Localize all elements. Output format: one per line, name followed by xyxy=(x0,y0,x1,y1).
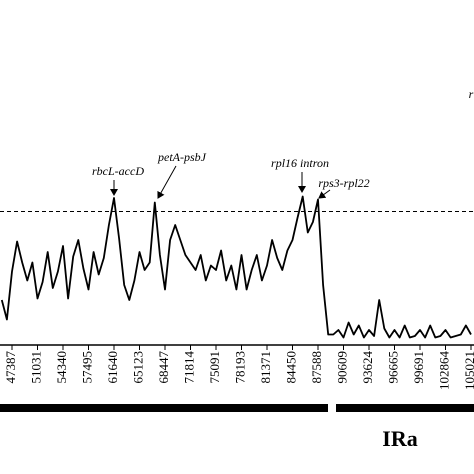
x-tick-label: 51031 xyxy=(28,351,43,384)
x-tick-label: 90609 xyxy=(334,351,349,384)
x-tick-label: 75091 xyxy=(207,351,222,384)
annotation: rpl16 intron xyxy=(271,156,329,170)
annotation-arrow xyxy=(157,165,177,199)
x-tick-label: 54340 xyxy=(54,351,69,384)
x-tick-label: 96665 xyxy=(385,351,400,384)
x-tick-label: 65123 xyxy=(130,351,145,384)
x-tick-label: 68447 xyxy=(156,351,171,384)
x-tick-label: 57495 xyxy=(79,351,94,384)
x-tick-label: 99691 xyxy=(411,351,426,384)
region-bar xyxy=(0,404,328,412)
x-tick-label: 84450 xyxy=(283,351,298,384)
x-tick-label: 71814 xyxy=(181,351,196,384)
annotation: rbcL-accD xyxy=(92,164,144,178)
data-line xyxy=(0,195,472,339)
annotation-arrow xyxy=(318,189,331,199)
x-tick-label: 87588 xyxy=(309,351,324,384)
annotation: rps3-rpl22 xyxy=(318,176,369,190)
x-tick-label: 47387 xyxy=(3,351,18,384)
x-tick-label: 102864 xyxy=(436,351,451,391)
x-tick-label: 61640 xyxy=(105,351,120,384)
annotation: petA-psbJ xyxy=(157,150,207,164)
region-bar xyxy=(336,404,474,412)
x-tick-label: 93624 xyxy=(360,351,375,384)
x-tick-label: 105021 xyxy=(462,351,474,390)
annotation: r xyxy=(469,87,474,101)
x-tick-label: 78193 xyxy=(232,351,247,384)
region-label: IRa xyxy=(382,426,417,451)
x-tick-label: 81371 xyxy=(258,351,273,384)
